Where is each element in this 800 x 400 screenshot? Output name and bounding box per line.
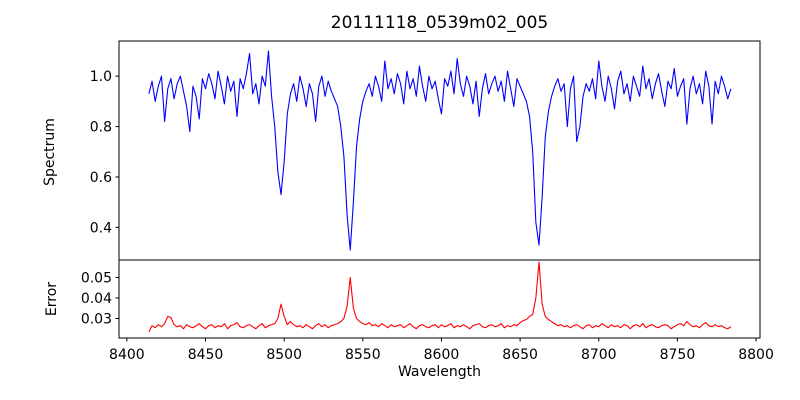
spectrum-axes-spine [118,40,761,261]
x-tick-label: 8800 [738,347,774,363]
y-tick-label: 1.0 [90,69,112,85]
x-tick-label: 8700 [581,347,617,363]
x-tick-label: 8600 [424,347,460,363]
y-tick-label: 0.04 [81,291,112,307]
x-tick-label: 8750 [660,347,696,363]
x-tick-label: 8500 [266,347,302,363]
y-tick-label: 0.03 [81,312,112,328]
y-tick-label: 0.4 [90,220,112,236]
y-tick-label: 0.05 [81,270,112,286]
wavelength-axis-label: Wavelength [397,364,482,380]
spectrum-axis-label: Spectrum [42,118,58,186]
y-tick-label: 0.6 [90,170,112,186]
spectrum-series-line [148,50,732,251]
chart-title: 20111118_0539m02_005 [330,13,549,33]
error-series-line [148,261,732,333]
y-tick-label: 0.8 [90,120,112,136]
x-tick-label: 8550 [345,347,381,363]
error-axes-spine [118,259,761,339]
x-tick-label: 8400 [109,347,145,363]
x-tick-label: 8450 [188,347,224,363]
x-tick-label: 8650 [502,347,538,363]
error-axis-label: Error [44,281,60,317]
